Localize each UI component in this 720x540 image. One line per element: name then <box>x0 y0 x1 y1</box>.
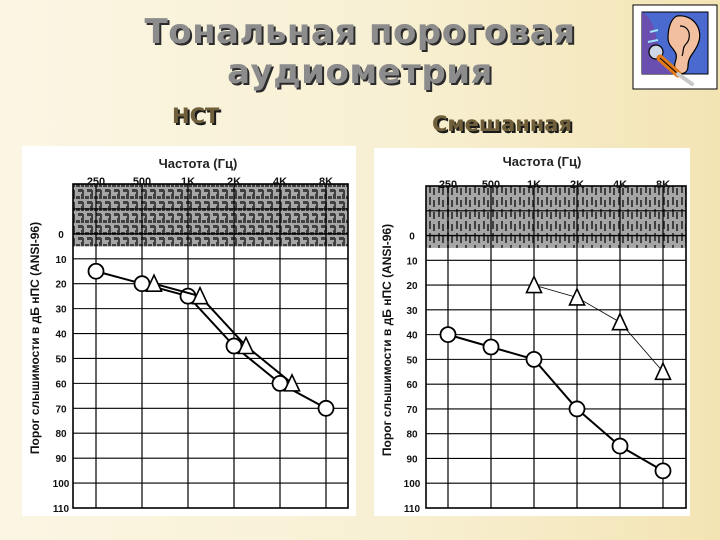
bone-conduction-point <box>283 372 301 392</box>
y-tick-label: 60 <box>406 380 418 391</box>
y-tick-label: 90 <box>406 454 418 465</box>
bone-conduction-line <box>576 297 621 323</box>
y-tick-label: 40 <box>406 331 418 342</box>
x-tick-label: 2K <box>570 179 584 191</box>
bone-conduction-line <box>153 282 201 298</box>
y-tick-label: 100 <box>53 479 70 490</box>
x-axis-label: Частота (Гц) <box>503 154 582 169</box>
audiogram-mixed: Частота (Гц) 250 500 1K 2K 4K 8K 0 10 20 30 40 50 60 7… <box>374 148 690 516</box>
y-tick-label: 0 <box>58 230 64 241</box>
slide-title: Тональная пороговая аудиометрия <box>80 12 640 92</box>
air-conduction-line <box>533 358 578 410</box>
noise-band <box>426 186 686 248</box>
audiogram-sensorineural: Частота (Гц) 250 500 1K 2K 4K 8K 0 10 20 30 40 50 60 7… <box>22 146 356 516</box>
x-tick-label: 8K <box>319 176 333 188</box>
bone-conduction-point <box>568 287 586 306</box>
bone-conduction-point <box>611 311 629 331</box>
x-tick-label: 1K <box>527 179 541 191</box>
audiogram-mixed-svg: Частота (Гц) 250 500 1K 2K 4K 8K 0 10 20 30 40 50 60 7… <box>380 154 687 515</box>
air-conduction-point <box>439 326 457 344</box>
y-tick-label: 30 <box>55 305 67 316</box>
air-conduction-point <box>317 399 335 417</box>
x-tick-label: 4K <box>273 176 287 188</box>
y-tick-label: 80 <box>406 430 418 441</box>
y-tick-label: 70 <box>406 405 418 416</box>
y-axis-label: Порог слышимости в дБ нПС (ANSI-96) <box>28 222 42 454</box>
label-mixed: Смешанная <box>432 112 572 136</box>
title-line-2: аудиометрия <box>227 52 493 92</box>
y-tick-label: 70 <box>55 404 67 415</box>
ear-with-otoscope-icon <box>632 4 718 90</box>
y-tick-label: 60 <box>55 379 67 390</box>
x-axis-label: Частота (Гц) <box>159 156 238 171</box>
air-conduction-line <box>576 408 621 447</box>
y-tick-label: 90 <box>55 454 67 465</box>
audiogram-sensorineural-svg: Частота (Гц) 250 500 1K 2K 4K 8K 0 10 20 30 40 50 60 7… <box>28 156 349 515</box>
x-tick-label: 4K <box>613 179 627 191</box>
y-tick-label: 110 <box>404 504 421 515</box>
y-tick-label: 110 <box>53 504 70 515</box>
x-tick-label: 500 <box>133 176 151 188</box>
air-conduction-point <box>654 462 672 480</box>
bone-conduction-line <box>533 284 578 298</box>
bone-conduction-point <box>525 274 543 294</box>
air-conduction-point <box>568 400 586 418</box>
y-tick-label: 50 <box>55 354 67 365</box>
air-conduction-line <box>187 295 235 347</box>
bone-conduction-point <box>145 273 163 292</box>
air-conduction-point <box>87 262 105 280</box>
x-tick-label: 8K <box>656 179 670 191</box>
label-sensorineural: НСТ <box>172 104 220 128</box>
x-tick-label: 1K <box>181 176 195 188</box>
x-tick-label: 250 <box>439 179 457 191</box>
bone-conduction-line <box>199 295 247 347</box>
y-tick-label: 20 <box>55 280 67 291</box>
bone-conduction-point <box>191 285 209 305</box>
y-tick-label: 40 <box>55 330 67 341</box>
y-tick-label: 20 <box>406 281 418 292</box>
y-tick-label: 10 <box>55 255 67 266</box>
x-tick-label: 500 <box>482 179 500 191</box>
y-tick-label: 80 <box>55 429 67 440</box>
y-axis-label: Порог слышимости в дБ нПС (ANSI-96) <box>380 224 394 456</box>
x-tick-label: 250 <box>87 176 105 188</box>
y-tick-label: 0 <box>409 232 415 243</box>
y-tick-label: 50 <box>406 355 418 366</box>
bone-conduction-point <box>237 335 255 355</box>
air-conduction-point <box>611 437 629 455</box>
air-conduction-point <box>482 338 500 356</box>
y-tick-label: 100 <box>404 479 421 490</box>
y-tick-label: 30 <box>406 306 418 317</box>
bone-conduction-point <box>654 361 672 381</box>
air-conduction-point <box>525 350 543 368</box>
title-line-1: Тональная пороговая <box>144 12 576 52</box>
x-tick-label: 2K <box>227 176 241 188</box>
noise-band <box>73 184 348 247</box>
y-tick-label: 10 <box>406 256 418 267</box>
